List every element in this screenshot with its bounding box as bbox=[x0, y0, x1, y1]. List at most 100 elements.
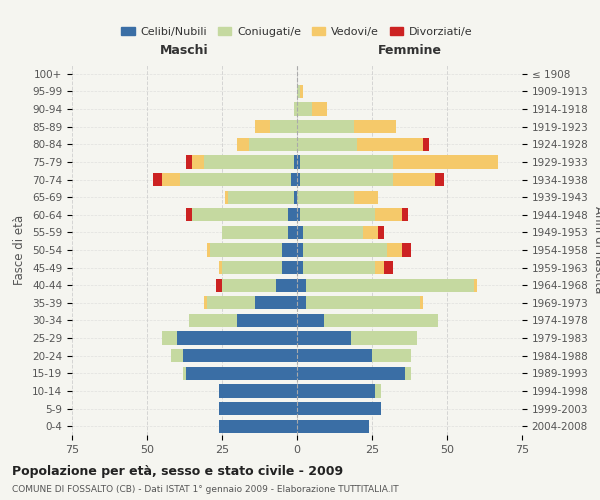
Bar bbox=[270, 120, 297, 134]
Bar bbox=[300, 85, 303, 98]
Bar bbox=[171, 349, 183, 362]
Bar bbox=[363, 226, 378, 239]
Bar bbox=[153, 173, 162, 186]
Bar bbox=[303, 226, 363, 239]
Bar bbox=[297, 173, 300, 186]
Bar bbox=[375, 384, 381, 398]
Bar bbox=[423, 138, 429, 151]
Bar bbox=[294, 190, 297, 204]
Bar bbox=[297, 156, 300, 168]
Bar bbox=[300, 173, 393, 186]
Bar bbox=[384, 261, 393, 274]
Bar bbox=[219, 402, 297, 415]
Bar bbox=[282, 261, 297, 274]
Bar bbox=[189, 314, 237, 327]
Bar bbox=[177, 332, 297, 344]
Bar bbox=[162, 332, 177, 344]
Bar bbox=[393, 173, 435, 186]
Bar bbox=[216, 278, 222, 292]
Bar bbox=[288, 208, 297, 222]
Bar bbox=[297, 244, 303, 256]
Bar bbox=[354, 120, 396, 134]
Bar bbox=[297, 261, 303, 274]
Bar bbox=[225, 190, 228, 204]
Bar bbox=[204, 296, 207, 310]
Legend: Celibi/Nubili, Coniugati/e, Vedovi/e, Divorziati/e: Celibi/Nubili, Coniugati/e, Vedovi/e, Di… bbox=[117, 22, 477, 42]
Bar bbox=[297, 366, 405, 380]
Y-axis label: Fasce di età: Fasce di età bbox=[13, 215, 26, 285]
Bar bbox=[183, 366, 186, 380]
Text: Popolazione per età, sesso e stato civile - 2009: Popolazione per età, sesso e stato civil… bbox=[12, 465, 343, 478]
Bar bbox=[372, 349, 411, 362]
Bar bbox=[192, 208, 288, 222]
Bar bbox=[204, 156, 294, 168]
Bar bbox=[402, 208, 408, 222]
Bar bbox=[402, 244, 411, 256]
Bar bbox=[297, 332, 351, 344]
Bar bbox=[294, 102, 297, 116]
Bar bbox=[297, 314, 324, 327]
Bar bbox=[297, 208, 300, 222]
Bar bbox=[276, 278, 297, 292]
Bar bbox=[186, 208, 192, 222]
Bar bbox=[297, 138, 357, 151]
Bar bbox=[180, 173, 291, 186]
Bar bbox=[378, 226, 384, 239]
Bar bbox=[303, 261, 375, 274]
Bar bbox=[222, 278, 276, 292]
Bar bbox=[222, 226, 288, 239]
Bar bbox=[219, 384, 297, 398]
Bar bbox=[297, 278, 306, 292]
Bar bbox=[297, 190, 354, 204]
Bar bbox=[219, 420, 297, 433]
Bar bbox=[405, 366, 411, 380]
Bar bbox=[297, 102, 312, 116]
Bar bbox=[306, 278, 474, 292]
Bar bbox=[306, 296, 420, 310]
Bar bbox=[255, 120, 270, 134]
Bar bbox=[474, 278, 477, 292]
Bar bbox=[297, 296, 306, 310]
Bar bbox=[282, 244, 297, 256]
Bar bbox=[357, 138, 423, 151]
Text: Femmine: Femmine bbox=[377, 44, 442, 57]
Bar bbox=[354, 190, 378, 204]
Bar bbox=[162, 173, 180, 186]
Bar bbox=[228, 190, 294, 204]
Bar bbox=[288, 226, 297, 239]
Text: Maschi: Maschi bbox=[160, 44, 209, 57]
Bar bbox=[207, 296, 255, 310]
Bar bbox=[324, 314, 438, 327]
Bar bbox=[387, 244, 402, 256]
Bar bbox=[255, 296, 297, 310]
Bar bbox=[393, 156, 498, 168]
Text: COMUNE DI FOSSALTO (CB) - Dati ISTAT 1° gennaio 2009 - Elaborazione TUTTITALIA.I: COMUNE DI FOSSALTO (CB) - Dati ISTAT 1° … bbox=[12, 485, 398, 494]
Bar bbox=[375, 261, 384, 274]
Bar bbox=[294, 156, 297, 168]
Bar bbox=[435, 173, 444, 186]
Bar bbox=[291, 173, 297, 186]
Bar bbox=[351, 332, 417, 344]
Bar bbox=[192, 156, 204, 168]
Bar bbox=[186, 366, 297, 380]
Bar bbox=[297, 384, 375, 398]
Bar bbox=[375, 208, 402, 222]
Bar bbox=[297, 402, 381, 415]
Bar bbox=[420, 296, 423, 310]
Bar bbox=[297, 420, 369, 433]
Bar bbox=[222, 261, 282, 274]
Bar bbox=[297, 226, 303, 239]
Bar bbox=[303, 244, 387, 256]
Bar bbox=[237, 138, 249, 151]
Bar bbox=[297, 349, 372, 362]
Bar bbox=[186, 156, 192, 168]
Bar bbox=[297, 120, 354, 134]
Bar bbox=[183, 349, 297, 362]
Bar bbox=[300, 156, 393, 168]
Bar bbox=[297, 85, 300, 98]
Bar bbox=[219, 261, 222, 274]
Bar bbox=[207, 244, 210, 256]
Y-axis label: Anni di nascita: Anni di nascita bbox=[592, 206, 600, 294]
Bar bbox=[237, 314, 297, 327]
Bar bbox=[249, 138, 297, 151]
